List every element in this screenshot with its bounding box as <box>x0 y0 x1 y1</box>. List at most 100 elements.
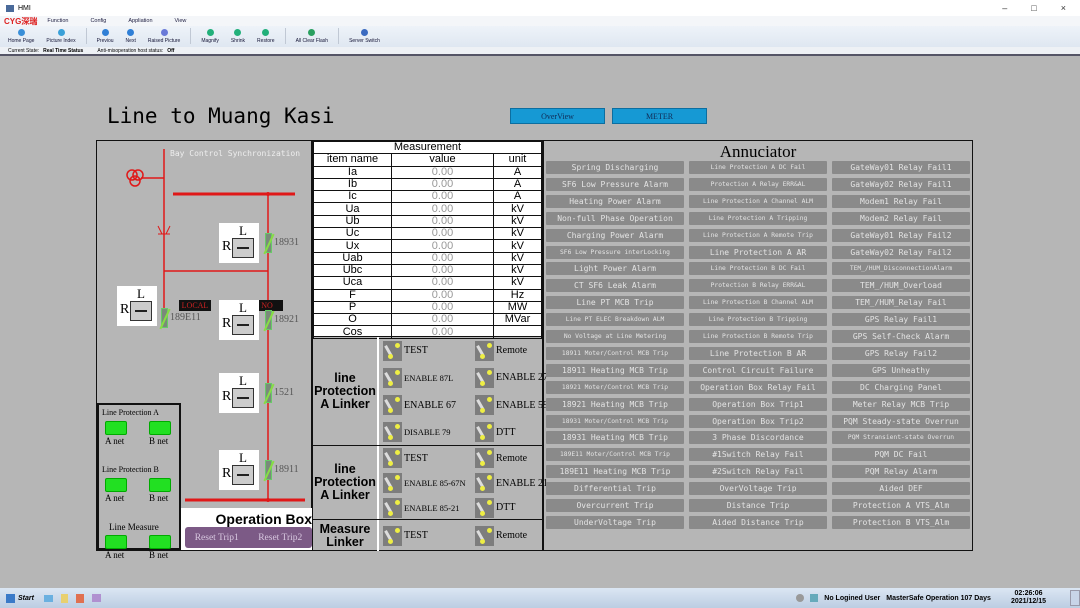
alarm-indicator: No Voltage at Line Metering <box>546 330 684 343</box>
linker-toggle[interactable]: ENABLE 87L <box>383 367 453 388</box>
taskbar-app-icon[interactable] <box>60 593 68 603</box>
linker-toggle[interactable]: TEST <box>383 525 428 546</box>
col-unit: unit <box>493 153 542 167</box>
linker-toggle[interactable]: ENABLE 27 <box>475 367 548 388</box>
linker-section-title: line Protection A Linker <box>313 337 379 445</box>
toolbar-button-raised-picture[interactable]: Raised Picture <box>148 29 180 44</box>
alarm-indicator: Meter Relay MCB Trip <box>832 397 970 411</box>
menu-function[interactable]: Function <box>47 18 69 24</box>
toolbar-button-restore[interactable]: Restore <box>257 29 275 44</box>
measurement-unit: kV <box>493 227 542 241</box>
linker-toggle[interactable]: DISABLE 79 <box>383 422 451 443</box>
alarm-indicator: OverVoltage Trip <box>689 482 827 496</box>
alarm-indicator: #1Switch Relay Fail <box>689 448 827 462</box>
minimize-button[interactable]: – <box>1002 3 1008 13</box>
network-port-icon <box>105 421 127 435</box>
linker-switch-icon <box>475 367 494 388</box>
breaker-icon[interactable] <box>265 233 272 253</box>
reset-trip1-button[interactable]: Reset Trip1 <box>194 532 239 543</box>
page-title: Line to Muang Kasi <box>107 104 335 128</box>
breaker-label: 18921 <box>274 314 299 325</box>
toolbar-separator <box>85 28 87 44</box>
linker-switch-icon <box>475 448 494 469</box>
alarm-indicator: TEM_/HUM_Overload <box>832 279 970 293</box>
toolbar-button-magnify[interactable]: Magnify <box>201 29 219 44</box>
linker-switch-icon <box>383 422 402 443</box>
linker-toggle[interactable]: TEST <box>383 340 428 361</box>
sync-display[interactable]: NO <box>251 300 283 311</box>
clock[interactable]: 02:26:06 2021/12/15 <box>1011 590 1046 606</box>
linker-toggle[interactable]: ENABLE 59 <box>475 395 548 416</box>
linker-toggle[interactable]: ENABLE 85-21 <box>383 497 459 518</box>
overview-button[interactable]: OverView <box>510 108 605 124</box>
reset-trip2-button[interactable]: Reset Trip2 <box>258 532 303 543</box>
measurement-value: 0.00 <box>391 251 494 265</box>
toolbar-button-shrink[interactable]: Shrink <box>231 29 245 44</box>
linker-toggle[interactable]: DTT <box>475 422 515 443</box>
taskbar-app-icon[interactable] <box>43 594 53 602</box>
start-button[interactable]: Start <box>0 593 40 603</box>
restore-icon <box>262 29 270 36</box>
network-status-panel: Line Protection A A net B net Line Protecti… <box>97 403 181 560</box>
breaker-icon[interactable] <box>265 383 272 403</box>
tray-icon[interactable] <box>810 594 819 602</box>
toolbar-button-previou[interactable]: Previou <box>97 29 114 44</box>
clear-flash-icon <box>308 29 316 36</box>
menu-view[interactable]: View <box>174 18 187 24</box>
close-button[interactable]: × <box>1060 3 1066 13</box>
toolbar-button-label: Home Page <box>8 38 35 44</box>
toolbar-button-server-switch[interactable]: Server Switch <box>349 29 380 44</box>
taskbar-app-icon[interactable] <box>91 594 101 602</box>
brand-logo: CYG深瑞 <box>4 16 38 26</box>
linker-switch-icon <box>475 340 494 361</box>
linker-label: ENABLE 59 <box>496 399 548 411</box>
local-remote-display[interactable]: LOCAL <box>179 300 211 311</box>
status-row: Current State: Real Time Status Anti-mis… <box>0 47 1080 56</box>
toolbar-button-next[interactable]: Next <box>126 29 136 44</box>
linker-toggle[interactable]: ENABLE 67 <box>383 395 456 416</box>
measurement-unit: A <box>493 190 542 204</box>
alarm-indicator: 18921 Heating MCB Trip <box>546 397 684 411</box>
b-net-label: B net <box>149 493 169 503</box>
measurement-row: Uc 0.00 kV <box>313 227 542 241</box>
measurement-row: P 0.00 MW <box>313 300 542 315</box>
show-desktop-button[interactable] <box>1070 590 1080 606</box>
anti-label: Anti-misoperation host status: <box>97 47 164 54</box>
taskbar-app-icon[interactable] <box>75 593 84 603</box>
alarm-indicator: GateWay02 Relay Fail2 <box>832 245 970 259</box>
toolbar-button-home-page[interactable]: Home Page <box>8 29 34 44</box>
alarm-indicator: Modem2 Relay Fail <box>832 211 970 225</box>
linker-toggle[interactable]: Remote <box>475 448 527 469</box>
linker-toggle[interactable]: ENABLE 85-67N <box>383 473 466 493</box>
taskbar: Start No Logined User MasterSafe Operati… <box>0 588 1080 608</box>
menu-application[interactable]: Appliation <box>128 18 153 24</box>
linker-toggle[interactable]: ENABLE 21 <box>475 473 548 493</box>
meter-button[interactable]: METER <box>612 108 707 124</box>
maximize-button[interactable]: □ <box>1031 3 1037 13</box>
measurement-value: 0.00 <box>391 313 494 327</box>
measurement-row: Ia 0.00 A <box>313 165 542 179</box>
breaker-icon[interactable] <box>161 308 168 328</box>
menu-config[interactable]: Config <box>90 18 107 24</box>
toolbar-separator <box>338 28 340 44</box>
toolbar-button-picture-index[interactable]: Picture Index <box>46 29 76 44</box>
linker-toggle[interactable]: TEST <box>383 448 428 469</box>
breaker-icon[interactable] <box>265 460 272 480</box>
network-tray-icon[interactable] <box>796 594 805 602</box>
user-status[interactable]: No Logined User <box>824 594 881 602</box>
toolbar-button-all-clear-flash[interactable]: All Clear Flash <box>296 29 328 44</box>
toolbar-separator <box>190 28 192 44</box>
measurement-item: O <box>313 313 392 327</box>
toolbar-button-label: Restore <box>257 38 275 44</box>
linker-toggle[interactable]: Remote <box>475 525 527 546</box>
breaker-icon[interactable] <box>265 310 272 330</box>
linker-toggle[interactable]: DTT <box>475 497 515 518</box>
toolbar-separator <box>284 28 286 44</box>
measurement-value: 0.00 <box>391 325 494 339</box>
linker-toggle[interactable]: Remote <box>475 340 527 361</box>
